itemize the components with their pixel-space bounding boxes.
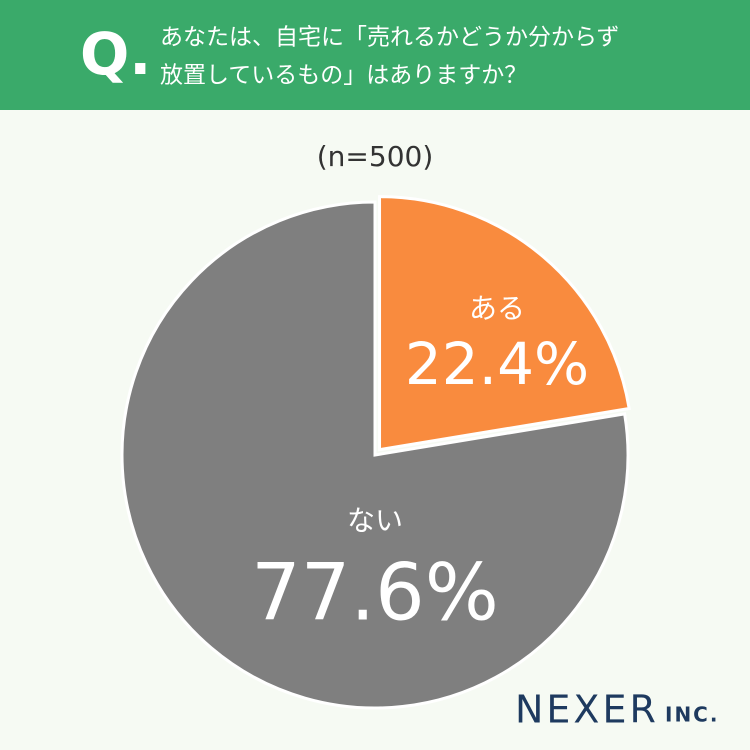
pie-slice <box>378 195 631 452</box>
logo: NEXER <box>515 688 659 732</box>
header <box>0 0 750 110</box>
title-line: 放置しているもの」はありますか？ <box>160 63 527 89</box>
logo-suffix: INC. <box>665 703 719 727</box>
value-label: 22.4% <box>405 330 589 398</box>
pie-slice <box>120 200 630 710</box>
pie: ある 22.4% ない 77.6% <box>120 195 631 710</box>
value-label: 77.6% <box>251 548 499 638</box>
slice-label: ない <box>347 504 403 537</box>
slice-label: ある <box>469 292 525 325</box>
title-line: あなたは、自宅に「売れるかどうか分からず <box>160 25 620 51</box>
subtitle: (n=500) <box>317 140 434 173</box>
question-mark: Q. <box>80 20 151 88</box>
